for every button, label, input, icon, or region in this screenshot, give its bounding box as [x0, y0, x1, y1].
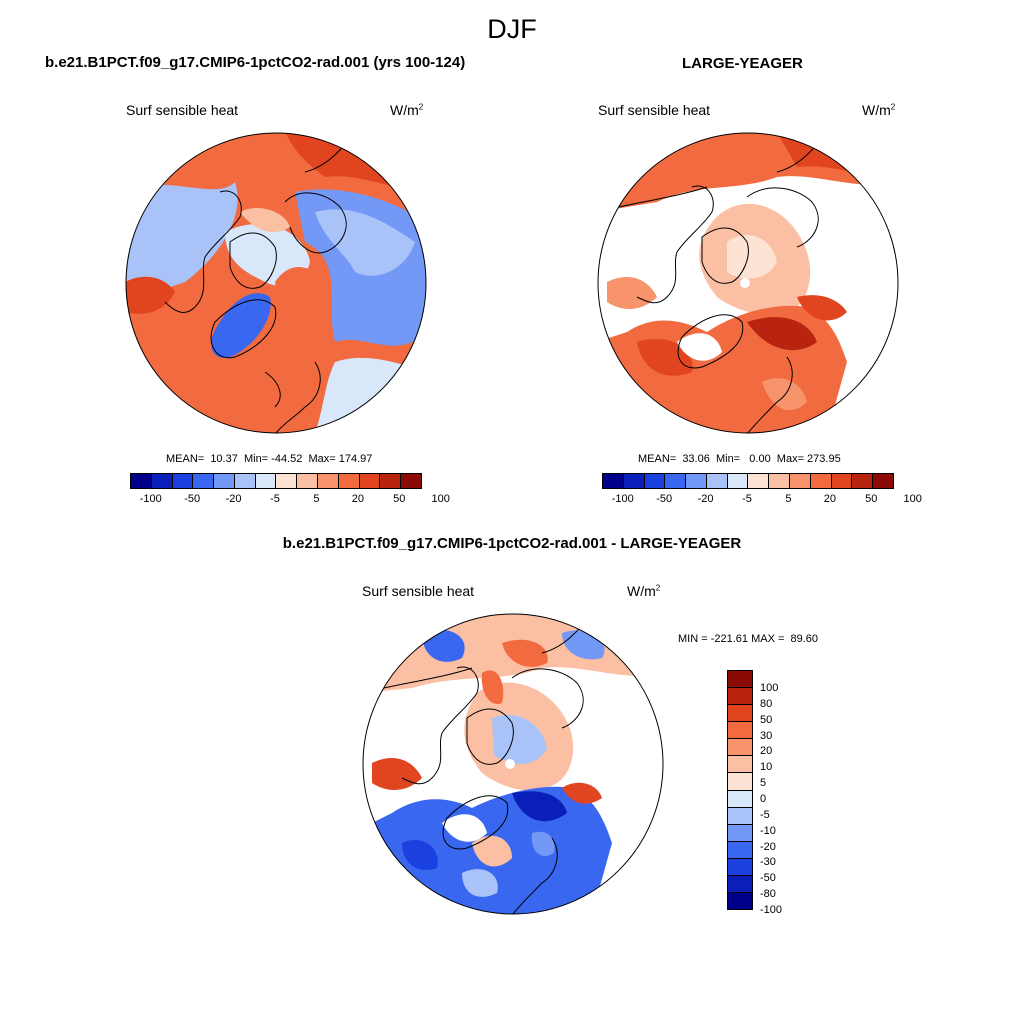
colorbar-swatch	[728, 739, 752, 757]
diff-colorbar	[727, 670, 753, 910]
colorbar-tick-label: 20	[823, 493, 836, 505]
colorbar-tick-label: -50	[656, 493, 673, 505]
diff-polar-map	[362, 613, 664, 915]
colorbar-swatch	[276, 474, 298, 488]
colorbar-tick-label: 5	[785, 493, 792, 505]
colorbar-swatch	[686, 474, 707, 488]
colorbar-tick-label: 100	[431, 493, 450, 505]
colorbar-swatch	[728, 756, 752, 774]
colorbar-swatch	[214, 474, 235, 488]
right-variable-label: Surf sensible heat	[598, 102, 711, 118]
colorbar-tick-label: 100	[760, 681, 779, 694]
diff-colorbar-ticks: 100 80 50 30 20 10 5 0 -5 -10 -20 -30 -50 -80 -100	[760, 670, 800, 916]
colorbar-swatch	[728, 824, 752, 842]
figure-title: DJF	[487, 14, 537, 44]
colorbar-swatch	[728, 858, 752, 876]
colorbar-swatch	[728, 893, 752, 910]
colorbar-tick-label: -100	[139, 493, 162, 505]
colorbar-swatch	[359, 474, 381, 488]
colorbar-tick-label: -5	[742, 493, 752, 505]
colorbar-swatch	[318, 474, 339, 488]
colorbar-tick-label: -100	[611, 493, 634, 505]
colorbar-swatch	[131, 474, 152, 488]
right-units-label: W/m2	[862, 102, 896, 118]
colorbar-swatch	[401, 474, 421, 488]
right-panel-title: LARGE-YEAGER	[682, 55, 803, 72]
right-colorbar-ticks: -100 -50 -20 -5 5 20 50 100	[602, 493, 922, 507]
left-panel-title: b.e21.B1PCT.f09_g17.CMIP6-1pctCO2-rad.00…	[45, 54, 466, 71]
colorbar-swatch	[623, 474, 645, 488]
colorbar-tick-label: -50	[184, 493, 201, 505]
colorbar-swatch	[728, 841, 752, 859]
colorbar-swatch	[831, 474, 853, 488]
colorbar-tick-label: 0	[760, 793, 767, 805]
colorbar-tick-label: -5	[270, 493, 280, 505]
colorbar-swatch	[748, 474, 770, 488]
colorbar-tick-label: 20	[351, 493, 364, 505]
colorbar-swatch	[852, 474, 874, 488]
colorbar-tick-label: -5	[760, 808, 770, 821]
colorbar-tick-label: 20	[760, 745, 773, 758]
colorbar-tick-label: -100	[760, 904, 783, 917]
colorbar-swatch	[644, 474, 666, 488]
colorbar-swatch	[728, 807, 752, 825]
left-units-label: W/m2	[390, 102, 424, 118]
right-polar-map	[597, 132, 899, 434]
colorbar-swatch	[728, 688, 752, 706]
left-stats: MEAN= 10.37 Min= -44.52 Max= 174.97	[166, 453, 373, 465]
left-polar-map	[125, 132, 427, 434]
colorbar-tick-label: 30	[760, 729, 773, 742]
colorbar-tick-label: 10	[760, 761, 773, 774]
colorbar-swatch	[728, 722, 752, 740]
diff-panel-title: b.e21.B1PCT.f09_g17.CMIP6-1pctCO2-rad.00…	[282, 535, 742, 552]
left-colorbar	[130, 473, 422, 489]
left-colorbar-ticks: -100 -50 -20 -5 5 20 50 100	[130, 493, 450, 507]
colorbar-swatch	[873, 474, 893, 488]
colorbar-tick-label: -50	[760, 872, 776, 885]
colorbar-tick-label: -20	[225, 493, 242, 505]
colorbar-swatch	[665, 474, 687, 488]
right-colorbar	[602, 473, 894, 489]
colorbar-tick-label: 5	[760, 777, 767, 790]
colorbar-swatch	[603, 474, 624, 488]
colorbar-tick-label: -20	[697, 493, 714, 505]
diff-units-label: W/m2	[627, 583, 661, 599]
colorbar-swatch	[810, 474, 832, 488]
colorbar-swatch	[769, 474, 791, 488]
colorbar-tick-label: 50	[865, 493, 878, 505]
colorbar-tick-label: 50	[393, 493, 406, 505]
colorbar-swatch	[380, 474, 402, 488]
colorbar-swatch	[255, 474, 277, 488]
colorbar-tick-label: -10	[760, 824, 776, 837]
right-stats: MEAN= 33.06 Min= 0.00 Max= 273.95	[638, 453, 841, 465]
colorbar-swatch	[790, 474, 811, 488]
diff-stats: MIN = -221.61 MAX = 89.60	[678, 633, 819, 645]
diff-variable-label: Surf sensible heat	[362, 583, 475, 599]
colorbar-swatch	[728, 875, 752, 894]
colorbar-swatch	[728, 705, 752, 723]
colorbar-swatch	[727, 474, 749, 488]
colorbar-tick-label: -30	[760, 856, 776, 869]
colorbar-swatch	[151, 474, 173, 488]
colorbar-swatch	[193, 474, 215, 488]
colorbar-tick-label: 5	[313, 493, 320, 505]
colorbar-tick-label: 50	[760, 713, 773, 726]
colorbar-tick-label: 100	[903, 493, 922, 505]
colorbar-swatch	[728, 790, 752, 808]
left-coastlines	[164, 133, 356, 433]
left-variable-label: Surf sensible heat	[126, 102, 239, 118]
colorbar-tick-label: 80	[760, 697, 773, 710]
colorbar-swatch	[728, 773, 752, 791]
colorbar-swatch	[338, 474, 360, 488]
colorbar-swatch	[297, 474, 319, 488]
colorbar-tick-label: -80	[760, 888, 776, 901]
colorbar-swatch	[172, 474, 194, 488]
colorbar-swatch	[728, 671, 752, 689]
colorbar-tick-label: -20	[760, 840, 776, 853]
colorbar-swatch	[234, 474, 256, 488]
colorbar-swatch	[706, 474, 728, 488]
left-map-field	[126, 133, 426, 433]
